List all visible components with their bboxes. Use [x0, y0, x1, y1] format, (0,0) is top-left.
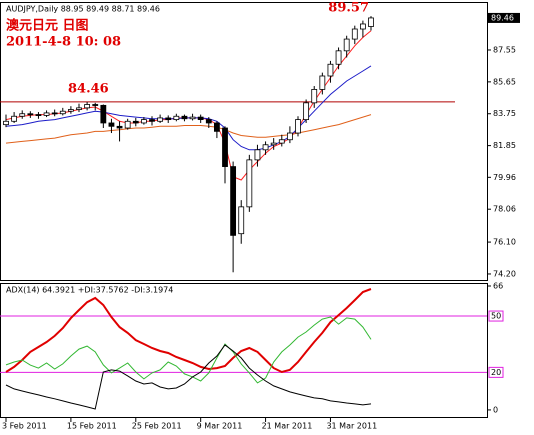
candle-body [3, 120, 9, 126]
candle-body [140, 119, 147, 124]
candle-body [295, 119, 301, 134]
y-tick-label: 79.96 [493, 173, 516, 182]
candle-body [51, 112, 58, 115]
candle-body [327, 63, 334, 77]
candle-body [311, 89, 318, 104]
candle-body [262, 144, 269, 151]
note-label: 澳元日元 日图 [6, 18, 89, 34]
note-label: 2011-4-8 10: 08 [6, 35, 121, 50]
y-tick-label: 81.85 [493, 141, 516, 150]
candle-body [76, 107, 82, 110]
candle-body [286, 132, 293, 141]
y-tick-label: 85.65 [493, 77, 516, 86]
candle-body [181, 115, 188, 120]
candle-body [213, 122, 220, 132]
y-tick-label: 76.10 [493, 238, 516, 247]
series-line [5, 288, 372, 374]
candle-body [27, 113, 34, 116]
candle-body [165, 117, 172, 121]
candle-body [197, 116, 204, 121]
series-line [5, 114, 372, 144]
candle-body [67, 109, 74, 112]
candle-body [124, 120, 131, 129]
candle-body [319, 75, 326, 90]
candle-body [278, 139, 285, 144]
level-label: 50 [491, 312, 501, 321]
candle-body [11, 115, 18, 122]
y-tick-label: 78.06 [493, 205, 516, 214]
chart-title: AUDJPY,Daily 88.95 89.49 88.71 89.46 [6, 5, 160, 14]
candle-body [35, 114, 42, 116]
level-box [488, 310, 504, 322]
candle-body [189, 116, 196, 120]
level-label: 84.46 [68, 81, 109, 96]
y-tick-label: 87.55 [493, 45, 516, 54]
candle-body [92, 104, 99, 106]
candle-body [132, 120, 139, 124]
candle-body [238, 206, 245, 235]
candle-body [351, 28, 358, 40]
last-price-box [488, 12, 520, 23]
candle-body [149, 119, 155, 122]
candle-body [254, 149, 261, 161]
candle-body [173, 115, 180, 121]
candle-body [19, 113, 26, 117]
level-box [488, 366, 504, 378]
y-tick-label: 66 [493, 282, 503, 291]
series-line [5, 316, 372, 384]
candle-body [270, 142, 277, 146]
level-label: 20 [491, 368, 501, 377]
adx-title: ADX(14) 64.3921 +DI:37.5762 -DI:3.1974 [6, 286, 173, 295]
candle-body [222, 127, 228, 167]
candle-body [157, 117, 164, 122]
candle-body [84, 104, 91, 109]
candle-body [205, 119, 212, 124]
x-tick-label: 31 Mar 2011 [326, 422, 377, 431]
series-line [5, 344, 372, 410]
candle-body [59, 110, 66, 115]
main-panel [0, 2, 488, 281]
candle-body [116, 125, 123, 129]
candle-body [335, 50, 342, 65]
candle-body [230, 166, 237, 236]
x-tick-label: 21 Mar 2011 [262, 422, 313, 431]
y-tick-label: 74.20 [493, 269, 516, 278]
y-tick-label: 0 [493, 405, 498, 414]
candle-body [43, 112, 50, 116]
candle-body [100, 104, 107, 124]
candle-body [246, 159, 253, 208]
candle-body [359, 23, 366, 30]
candle-body [108, 122, 115, 127]
high-label: 89.57 [328, 1, 369, 16]
last-price-label: 89.46 [491, 13, 514, 22]
candle-body [343, 38, 350, 52]
candle-body [368, 17, 374, 27]
candle-body [303, 102, 310, 121]
y-tick-label: 83.75 [493, 109, 516, 118]
x-tick-label: 15 Feb 2011 [67, 422, 117, 431]
series-line [5, 65, 372, 151]
x-tick-label: 9 Mar 2011 [197, 422, 243, 431]
x-tick-label: 25 Feb 2011 [132, 422, 182, 431]
x-tick-label: 3 Feb 2011 [2, 422, 47, 431]
